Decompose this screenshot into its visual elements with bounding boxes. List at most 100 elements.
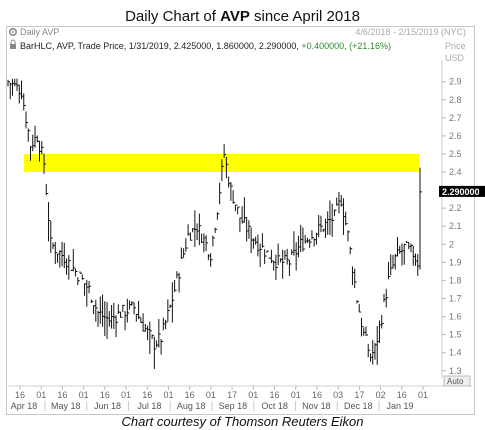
price-bar bbox=[417, 254, 420, 276]
price-bar bbox=[259, 243, 263, 268]
price-bar bbox=[140, 317, 143, 323]
y-tick-label: 2 bbox=[449, 239, 454, 249]
x-month-label: Nov 18 bbox=[302, 401, 331, 411]
price-bar bbox=[14, 78, 17, 87]
x-month-label: Jun 18 bbox=[94, 401, 121, 411]
x-month-label: Jul 18 bbox=[137, 401, 161, 411]
y-tick-label: 2.9 bbox=[449, 77, 462, 87]
price-bar bbox=[349, 246, 353, 255]
price-bar bbox=[45, 183, 49, 196]
chart-symbol-label: Daily AVP bbox=[20, 27, 59, 37]
price-bar bbox=[68, 255, 71, 280]
y-tick-label: 2.1 bbox=[449, 221, 462, 231]
price-bar bbox=[318, 215, 321, 238]
price-bar bbox=[225, 156, 229, 179]
price-bar bbox=[176, 271, 179, 279]
price-bar bbox=[81, 274, 85, 280]
price-bar bbox=[336, 197, 339, 206]
price-bar bbox=[248, 220, 251, 239]
price-bar bbox=[88, 281, 92, 294]
y-tick-label: 2.6 bbox=[449, 131, 462, 141]
price-bar bbox=[250, 227, 254, 254]
price-bar bbox=[178, 272, 182, 293]
price-bar bbox=[183, 248, 186, 258]
price-bar bbox=[338, 192, 341, 214]
price-bar bbox=[185, 238, 188, 252]
price-bar bbox=[54, 242, 58, 265]
x-day-label: 16 bbox=[312, 390, 322, 400]
price-bar bbox=[133, 302, 137, 315]
y-tick-label: 1.9 bbox=[449, 257, 462, 267]
price-bar bbox=[216, 212, 220, 220]
price-bar bbox=[34, 125, 38, 148]
price-bar bbox=[122, 304, 125, 313]
price-bar bbox=[104, 301, 107, 337]
price-bar bbox=[288, 259, 292, 277]
price-bar bbox=[210, 253, 213, 267]
price-bar bbox=[79, 271, 83, 274]
price-bar bbox=[106, 302, 110, 339]
chart-caption: Chart courtesy of Thomson Reuters Eikon bbox=[121, 414, 364, 429]
price-bar bbox=[30, 145, 33, 161]
price-bar bbox=[351, 266, 355, 286]
price-bar bbox=[196, 223, 200, 241]
price-bar bbox=[412, 245, 416, 266]
price-bar bbox=[124, 311, 128, 331]
price-bar bbox=[324, 218, 328, 238]
x-month-label: Aug 18 bbox=[177, 401, 206, 411]
price-bar bbox=[365, 326, 368, 336]
price-bar bbox=[291, 249, 294, 256]
lock-icon bbox=[10, 39, 16, 49]
price-bar bbox=[257, 234, 260, 257]
price-bar bbox=[311, 230, 314, 240]
price-bar bbox=[167, 299, 170, 322]
gear-icon[interactable] bbox=[9, 27, 18, 36]
price-bar bbox=[41, 141, 44, 155]
price-bar bbox=[21, 80, 24, 100]
x-month-label: Apr 18 bbox=[11, 401, 38, 411]
price-bar bbox=[18, 84, 22, 104]
price-bar bbox=[295, 242, 299, 271]
price-bar bbox=[86, 280, 89, 307]
price-bar bbox=[309, 238, 312, 248]
price-axis-title: Price bbox=[445, 41, 466, 51]
price-bar bbox=[169, 304, 173, 309]
price-bar bbox=[171, 282, 175, 323]
y-tick-label: 2.4 bbox=[449, 167, 462, 177]
price-bar bbox=[340, 194, 344, 207]
price-bar bbox=[165, 319, 168, 330]
price-bar bbox=[59, 250, 62, 268]
price-bar bbox=[403, 243, 407, 265]
y-tick-label: 1.4 bbox=[449, 348, 462, 358]
price-bar bbox=[239, 217, 242, 233]
price-bar bbox=[115, 315, 119, 338]
price-bar bbox=[342, 198, 346, 235]
x-day-label: 01 bbox=[121, 390, 131, 400]
last-price-value: 2.290000 bbox=[442, 187, 480, 197]
x-day-label: 03 bbox=[333, 390, 343, 400]
price-bar bbox=[203, 233, 206, 253]
price-bar bbox=[126, 298, 130, 323]
x-axis: 16 01 16 01 16 01 16 01 16 01 17 01 16 01 16 03 17 02 16 01… bbox=[11, 386, 428, 411]
price-bar bbox=[327, 211, 330, 235]
price-bar bbox=[194, 210, 197, 247]
price-bar bbox=[32, 134, 35, 152]
price-bar bbox=[63, 242, 67, 269]
price-bar bbox=[243, 197, 247, 223]
price-bar bbox=[230, 181, 233, 201]
price-bar bbox=[315, 232, 319, 245]
price-bar bbox=[7, 79, 10, 87]
price-bar bbox=[147, 325, 150, 341]
price-bar bbox=[158, 318, 161, 348]
chart-header: Daily AVP 4/6/2018 - 2/15/2019 (NYC) Bar… bbox=[20, 27, 466, 63]
price-bar bbox=[84, 283, 87, 296]
price-bar bbox=[187, 224, 191, 236]
price-bar bbox=[410, 243, 413, 253]
price-bar bbox=[333, 209, 337, 217]
price-bar bbox=[261, 233, 265, 248]
price-bar bbox=[189, 232, 193, 241]
auto-scale-button[interactable]: Auto bbox=[443, 375, 471, 387]
last-price-tag: 2.290000 bbox=[439, 185, 485, 197]
price-bar bbox=[52, 242, 56, 249]
price-bar bbox=[399, 245, 402, 254]
